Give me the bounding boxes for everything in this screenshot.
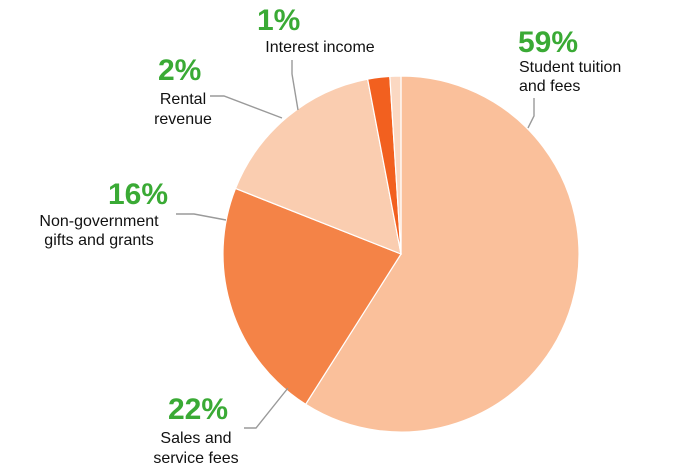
value-label-sales-and-service-fees: 22% [168,393,228,426]
pie-labels: 59%Student tuition and fees 22% Sales and se… [39,4,621,467]
category-label-rental-revenue: revenue [154,111,212,128]
category-label-non-government-gifts-and-grants: Non-government [39,213,159,230]
value-label-non-government-gifts-and-grants: 16% [108,178,168,211]
pie-slice-non-government-gifts-and-grants [234,78,402,255]
pie-slice-interest-income [389,75,402,255]
value-label-student-tuition-and-fees: 59% [518,26,578,59]
category-label-sales-and-service-fees: Sales and [160,430,231,447]
leader-line-sales-and-service-fees [244,387,289,429]
leader-line-rental-revenue [210,95,283,119]
pie-slice-sales-and-service-fees [222,187,402,406]
category-label-student-tuition-and-fees: Student tuition [519,59,621,76]
leader-line-interest-income [291,60,299,111]
category-label-interest-income: Interest income [265,39,374,56]
category-label-student-tuition-and-fees: and fees [519,78,580,95]
pie-slice-student-tuition-and-fees [304,75,580,433]
category-label-non-government-gifts-and-grants: gifts and grants [44,232,153,249]
pie-slices [222,75,580,433]
value-label-rental-revenue: 2% [158,54,201,87]
category-label-rental-revenue: Rental [160,91,206,108]
category-label-sales-and-service-fees: service fees [153,450,238,467]
leader-line-non-government-gifts-and-grants [176,213,227,221]
value-label-interest-income: 1% [257,4,300,37]
leader-line-student-tuition-and-fees [527,98,535,129]
